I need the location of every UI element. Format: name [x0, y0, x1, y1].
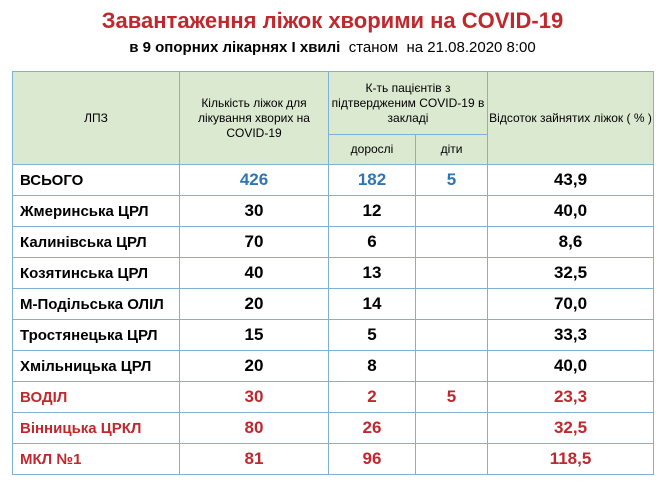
- table-row: ВОДІЛ 30 2 5 23,3: [12, 381, 654, 413]
- table-row: Хмільницька ЦРЛ 20 8 40,0: [12, 350, 654, 382]
- row-pct: 43,9: [487, 164, 654, 196]
- row-name: Калинівська ЦРЛ: [12, 226, 180, 258]
- row-pct: 33,3: [487, 319, 654, 351]
- row-adults: 5: [328, 319, 416, 351]
- row-beds: 81: [179, 443, 329, 475]
- row-adults: 12: [328, 195, 416, 227]
- row-children: [415, 319, 488, 351]
- row-adults: 96: [328, 443, 416, 475]
- header-beds: Кількість ліжок для лікування хворих на …: [179, 71, 329, 165]
- table-row: МКЛ №1 81 96 118,5: [12, 443, 654, 475]
- row-beds: 40: [179, 257, 329, 289]
- row-beds: 426: [179, 164, 329, 196]
- row-beds: 20: [179, 288, 329, 320]
- subtitle-status-word: станом: [348, 39, 399, 56]
- row-children: [415, 412, 488, 444]
- row-beds: 70: [179, 226, 329, 258]
- row-name: Жмеринська ЦРЛ: [12, 195, 180, 227]
- row-name: Козятинська ЦРЛ: [12, 257, 180, 289]
- header-adults: дорослі: [328, 134, 416, 165]
- row-name: МКЛ №1: [12, 443, 180, 475]
- row-adults: 6: [328, 226, 416, 258]
- page-title: Завантаження ліжок хворими на COVID-19: [101, 8, 564, 33]
- row-pct: 32,5: [487, 412, 654, 444]
- row-beds: 80: [179, 412, 329, 444]
- row-children: [415, 350, 488, 382]
- row-adults: 2: [328, 381, 416, 413]
- row-adults: 13: [328, 257, 416, 289]
- header-lpz: ЛПЗ: [12, 71, 180, 165]
- row-children: 5: [415, 381, 488, 413]
- row-adults: 26: [328, 412, 416, 444]
- row-children: [415, 443, 488, 475]
- row-children: [415, 288, 488, 320]
- row-pct: 70,0: [487, 288, 654, 320]
- row-adults: 8: [328, 350, 416, 382]
- row-beds: 15: [179, 319, 329, 351]
- table-row: Калинівська ЦРЛ 70 6 8,6: [12, 226, 654, 258]
- row-beds: 20: [179, 350, 329, 382]
- row-name: ВСЬОГО: [12, 164, 180, 196]
- table-row: Козятинська ЦРЛ 40 13 32,5: [12, 257, 654, 289]
- row-name: ВОДІЛ: [12, 381, 180, 413]
- row-beds: 30: [179, 195, 329, 227]
- row-name: М-Подільська ОЛІЛ: [12, 288, 180, 320]
- row-pct: 8,6: [487, 226, 654, 258]
- header-occupancy: Відсоток зайнятих ліжок ( % ): [487, 71, 654, 165]
- row-pct: 40,0: [487, 350, 654, 382]
- row-adults: 182: [328, 164, 416, 196]
- table-row: Жмеринська ЦРЛ 30 12 40,0: [12, 195, 654, 227]
- row-name: Тростянецька ЦРЛ: [12, 319, 180, 351]
- row-adults: 14: [328, 288, 416, 320]
- header-patients: К-ть пацієнтів з підтвердженим COVID-19 …: [328, 71, 488, 135]
- row-children: 5: [415, 164, 488, 196]
- page-subtitle: в 9 опорних лікарнях І хвилі станом на 2…: [0, 38, 665, 58]
- row-pct: 23,3: [487, 381, 654, 413]
- table-row-total: ВСЬОГО 426 182 5 43,9: [12, 164, 654, 196]
- table-row: Вінницька ЦРКЛ 80 26 32,5: [12, 412, 654, 444]
- row-pct: 32,5: [487, 257, 654, 289]
- table-row: Тростянецька ЦРЛ 15 5 33,3: [12, 319, 654, 351]
- header-children: діти: [415, 134, 488, 165]
- subtitle-hospitals: в 9 опорних лікарнях І хвилі: [129, 39, 341, 56]
- row-name: Хмільницька ЦРЛ: [12, 350, 180, 382]
- row-children: [415, 257, 488, 289]
- row-beds: 30: [179, 381, 329, 413]
- row-pct: 40,0: [487, 195, 654, 227]
- row-name: Вінницька ЦРКЛ: [12, 412, 180, 444]
- subtitle-date: на 21.08.2020 8:00: [406, 39, 536, 56]
- row-children: [415, 195, 488, 227]
- bed-occupancy-table: ЛПЗ Кількість ліжок для лікування хворих…: [12, 71, 654, 475]
- row-children: [415, 226, 488, 258]
- row-pct: 118,5: [487, 443, 654, 475]
- table-row: М-Подільська ОЛІЛ 20 14 70,0: [12, 288, 654, 320]
